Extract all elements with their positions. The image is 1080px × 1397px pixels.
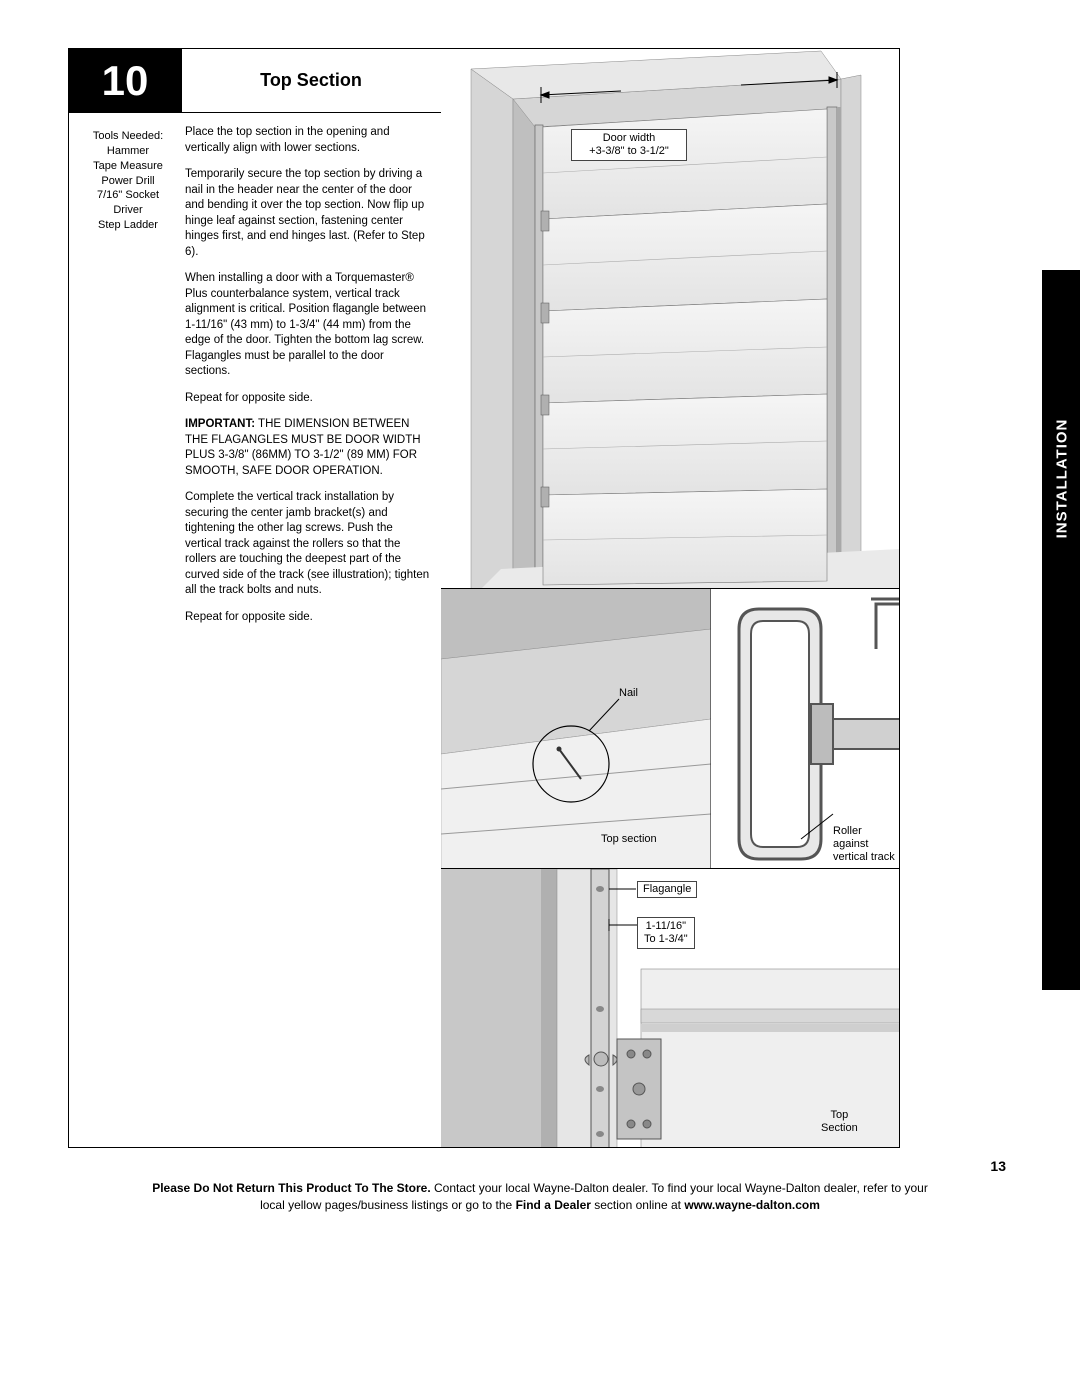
paragraph: Temporarily secure the top section by dr… <box>185 167 431 260</box>
paragraph: When installing a door with a Torquemast… <box>185 271 431 380</box>
paragraph: Complete the vertical track installation… <box>185 490 431 599</box>
page-number: 13 <box>990 1158 1006 1174</box>
flagangle-label: Flagangle <box>637 881 697 898</box>
illustration-nail-roller: Nail Top section Roller against vertical… <box>441 589 899 869</box>
illustration-flagangle: Flagangle 1-11/16" To 1-3/4" Top Section <box>441 869 899 1147</box>
footer-url: www.wayne-dalton.com <box>684 1198 820 1212</box>
important-label: IMPORTANT: <box>185 418 255 430</box>
step-header: 10 Top Section <box>69 49 441 113</box>
paragraph: Repeat for opposite side. <box>185 610 431 626</box>
footer: Please Do Not Return This Product To The… <box>68 1180 1012 1214</box>
illustration-door-opening: Door width +3-3/8" to 3-1/2" <box>441 49 899 589</box>
roller-label: Roller against vertical track <box>833 825 899 865</box>
paragraph: IMPORTANT: THE DIMENSION BETWEEN THE FLA… <box>185 417 431 479</box>
instruction-text: Place the top section in the opening and… <box>185 125 437 636</box>
tools-heading: Tools Needed: <box>81 129 175 144</box>
nail-label: Nail <box>619 687 638 700</box>
top-section-label2: Top Section <box>821 1109 858 1135</box>
paragraph: Place the top section in the opening and… <box>185 125 431 156</box>
section-tab: INSTALLATION <box>1042 270 1080 990</box>
tools-needed: Tools Needed: Hammer Tape Measure Power … <box>69 125 181 233</box>
tool-item: Hammer <box>81 144 175 159</box>
section-tab-label: INSTALLATION <box>1054 419 1071 539</box>
tool-item: 7/16" Socket Driver <box>81 188 175 218</box>
footer-text: section online at <box>591 1198 684 1212</box>
top-section-label: Top section <box>601 833 657 846</box>
footer-text: Contact your local Wayne-Dalton dealer. … <box>431 1181 928 1195</box>
paragraph: Repeat for opposite side. <box>185 391 431 407</box>
footer-bold: Find a Dealer <box>516 1198 591 1212</box>
tool-item: Step Ladder <box>81 218 175 233</box>
tool-item: Power Drill <box>81 174 175 189</box>
door-width-label: Door width +3-3/8" to 3-1/2" <box>571 129 687 161</box>
measurement-label: 1-11/16" To 1-3/4" <box>637 917 695 949</box>
tool-item: Tape Measure <box>81 159 175 174</box>
step-number: 10 <box>69 49 181 112</box>
label-text: Door width +3-3/8" to 3-1/2" <box>589 132 669 157</box>
footer-text: local yellow pages/business listings or … <box>260 1198 515 1212</box>
step-title: Top Section <box>181 49 441 112</box>
footer-bold: Please Do Not Return This Product To The… <box>152 1181 430 1195</box>
page-frame: 10 Top Section Tools Needed: Hammer Tape… <box>68 48 900 1148</box>
